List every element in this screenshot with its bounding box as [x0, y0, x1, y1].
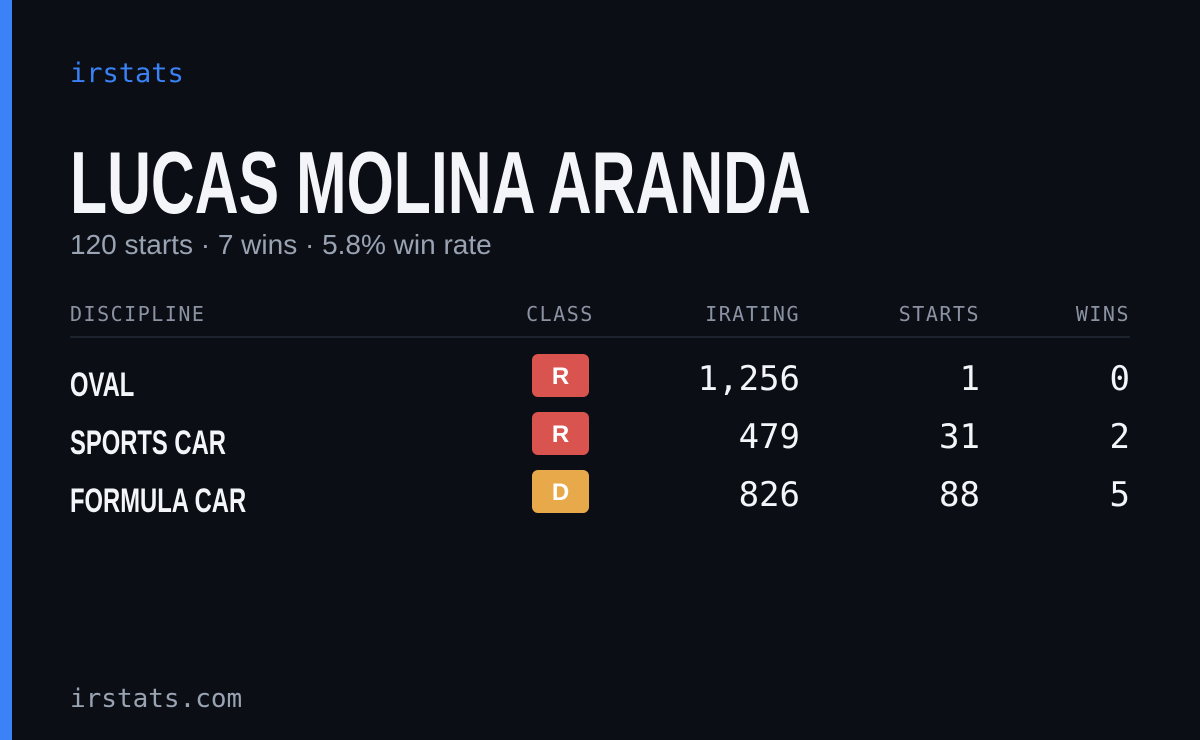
discipline-group: OVAL	[70, 366, 134, 404]
name-group: LUCAS MOLINA ARANDA	[70, 135, 811, 233]
wins-cell: 5	[1110, 475, 1130, 515]
irating-cell: 826	[739, 475, 800, 515]
discipline: SPORTS CAR	[70, 424, 226, 462]
column-header: STARTS	[899, 302, 980, 326]
wins-cell: 2	[1110, 417, 1130, 457]
starts-cell: 88	[939, 475, 980, 515]
column-header: WINS	[1076, 302, 1130, 326]
column-header: CLASS	[526, 302, 594, 326]
wins-cell: 0	[1110, 359, 1130, 399]
footer: irstats.com	[70, 684, 242, 714]
discipline: FORMULA CAR	[70, 482, 246, 520]
class-label: R	[552, 421, 569, 448]
starts-cell: 1	[960, 359, 980, 399]
class-badge	[532, 412, 589, 455]
discipline-group: FORMULA CAR	[70, 482, 246, 520]
class-badge	[532, 354, 589, 397]
stats-table: DISCIPLINE CLASS IRATING STARTS WINS OVAL R 1,2…	[70, 302, 1130, 520]
discipline: OVAL	[70, 366, 134, 404]
summary: 120 starts · 7 wins · 5.8% win rate	[70, 229, 492, 260]
class-badge	[532, 470, 589, 513]
accent-bar	[0, 0, 12, 740]
table-row: SPORTS CAR R 479 31 2	[70, 412, 1130, 462]
column-header: IRATING	[705, 302, 800, 326]
starts-cell: 31	[939, 417, 980, 457]
brand: irstats	[70, 58, 184, 89]
class-label: D	[552, 479, 569, 506]
class-label: R	[552, 363, 569, 390]
table-row: FORMULA CAR D 826 88 5	[70, 470, 1130, 520]
table-row: OVAL R 1,256 1 0	[70, 354, 1130, 404]
column-header: DISCIPLINE	[70, 302, 205, 326]
discipline-group: SPORTS CAR	[70, 424, 226, 462]
irating-cell: 1,256	[698, 359, 800, 399]
irating-cell: 479	[739, 417, 800, 457]
player-name: LUCAS MOLINA ARANDA	[70, 135, 811, 233]
